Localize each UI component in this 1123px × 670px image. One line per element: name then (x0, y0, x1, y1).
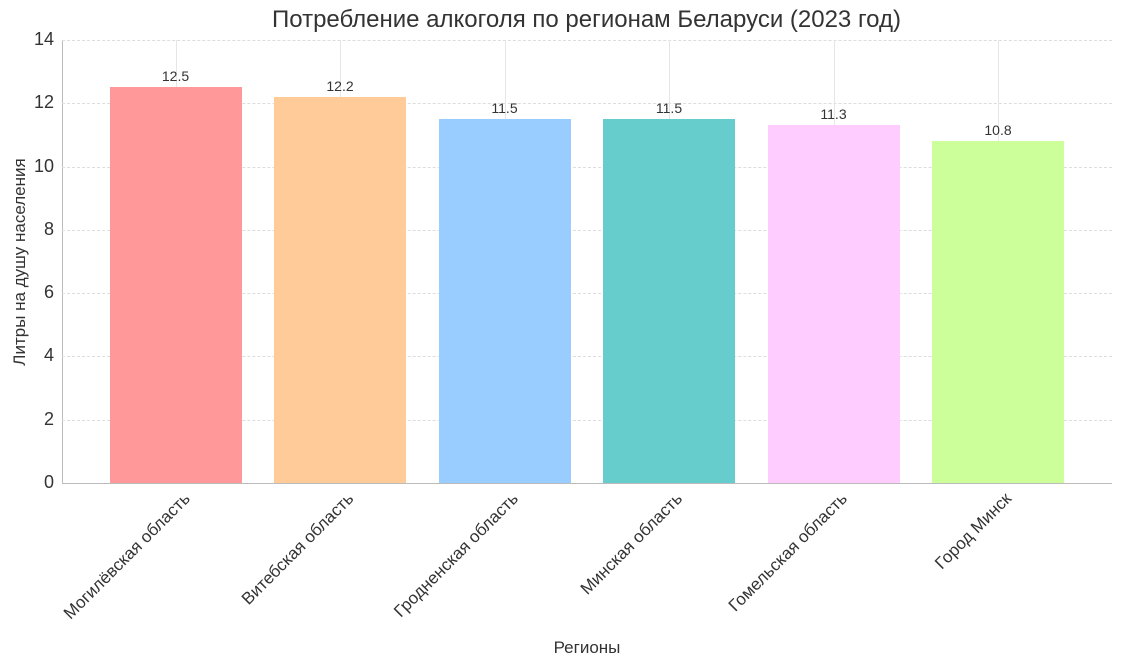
gridline-y (62, 419, 1112, 421)
y-axis-line (62, 40, 63, 483)
y-tick-label: 4 (43, 345, 54, 366)
x-tick-label: Гродненская область (389, 489, 522, 621)
bar-value-label: 10.8 (984, 122, 1012, 139)
gridline-y (62, 229, 1112, 231)
y-tick-label: 0 (43, 472, 54, 492)
x-tick-label: Город Минск (931, 489, 1016, 573)
bar (109, 87, 242, 483)
bar-value-label: 11.5 (655, 100, 683, 117)
bar (274, 96, 406, 483)
gridline-y (62, 166, 1112, 168)
y-tick-label: 6 (43, 282, 54, 303)
gridline-y (62, 356, 1112, 358)
bar-value-label: 11.5 (491, 100, 518, 117)
bar (932, 141, 1064, 483)
gridline-y (62, 103, 1112, 105)
y-tick-label: 10 (33, 155, 54, 176)
gridline-y (62, 40, 1112, 41)
plot-area: 12.5 12.2 11.5 11.5 11.3 10.8 (62, 40, 1112, 484)
gridline-y (62, 293, 1112, 295)
chart-title: Потребление алкоголя по регионам Беларус… (272, 6, 901, 33)
x-axis-label: Регионы (553, 638, 621, 657)
y-axis-label: Литры на душу населения (10, 158, 29, 366)
y-tick-label: 8 (43, 218, 54, 239)
y-tick-label: 2 (43, 408, 54, 429)
bar-value-label: 12.2 (326, 77, 354, 94)
bar (767, 125, 900, 483)
x-axis-line (62, 483, 1112, 484)
x-tick-label: Витебская область (237, 489, 358, 609)
bar (438, 119, 571, 483)
bar-value-label: 11.3 (820, 106, 847, 123)
x-tick-label: Минская область (576, 489, 687, 599)
y-tick-label: 12 (33, 92, 54, 113)
bar-value-label: 12.5 (161, 68, 190, 85)
bar (603, 119, 735, 483)
x-tick-label: Могилёвская область (59, 489, 194, 623)
x-tick-label: Гомельская область (724, 489, 851, 616)
y-tick-label: 14 (33, 29, 54, 49)
